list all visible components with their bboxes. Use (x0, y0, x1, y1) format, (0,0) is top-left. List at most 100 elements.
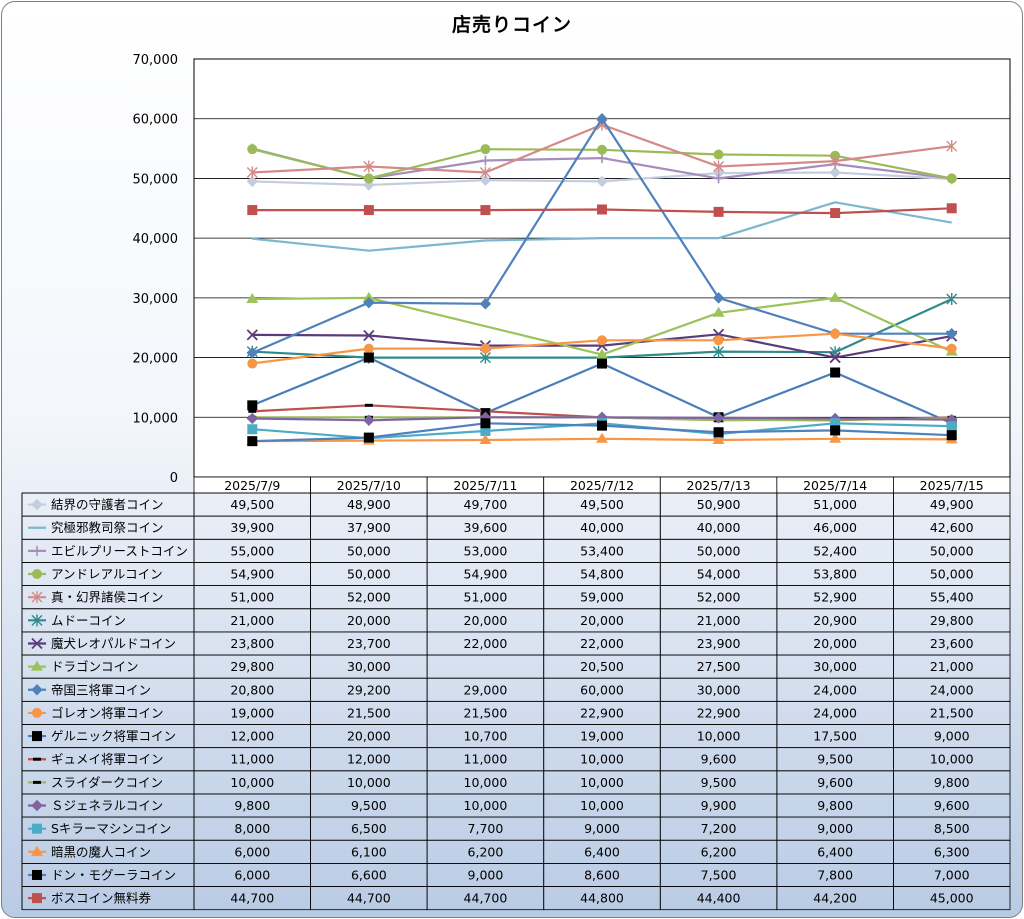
data-point (247, 205, 258, 216)
table-value: 51,000 (230, 590, 274, 605)
table-value: 8,600 (584, 867, 620, 882)
series-name: 帝国三将軍コイン (51, 682, 151, 697)
table-value: 51,000 (813, 497, 857, 512)
table-value: 39,600 (464, 520, 508, 535)
data-point (363, 205, 374, 216)
table-value: 6,200 (701, 844, 737, 859)
series-name: スライダークコイン (51, 775, 163, 790)
data-table: 2025/7/9 2025/7/10 2025/7/11 2025/7/12 2025/… (21, 476, 1011, 911)
table-value: 21,000 (930, 659, 974, 674)
series-name: ドラゴンコイン (51, 659, 139, 674)
table-value: 21,500 (930, 705, 974, 720)
data-point (830, 418, 841, 429)
data-point (363, 173, 374, 184)
table-value: 6,000 (234, 844, 270, 859)
table-value: 9,000 (584, 821, 620, 836)
data-point (480, 426, 491, 437)
data-point (481, 409, 490, 413)
data-point (597, 420, 607, 431)
data-point (479, 298, 492, 310)
table-value: 44,700 (230, 891, 274, 906)
table-value: 53,800 (813, 567, 857, 582)
table-value: 6,000 (234, 867, 270, 882)
series-name: ムドーコイン (51, 613, 126, 628)
legend-key-marker (32, 707, 42, 718)
table-value: 48,900 (347, 497, 391, 512)
series-name: ボスコイン無料券 (51, 891, 152, 906)
table-value: 9,500 (817, 752, 853, 767)
data-point (597, 144, 607, 155)
table-value: 44,700 (347, 891, 391, 906)
table-value: 29,200 (347, 682, 391, 697)
table-value: 8,000 (234, 821, 270, 836)
table-value: 9,500 (701, 775, 737, 790)
table-value: 24,000 (930, 682, 974, 697)
table-value: 50,000 (930, 543, 974, 558)
table-value: 30,000 (813, 659, 857, 674)
series-name: アンドレアルコイン (51, 567, 163, 582)
y-tick-label: 20,000 (133, 352, 179, 367)
data-point (363, 296, 375, 309)
plot-area: 0 10,000 20,000 30,000 40,000 50,000 60,000 70,… (133, 53, 1011, 486)
data-point (712, 292, 725, 304)
table-value: 30,000 (697, 682, 741, 697)
table-value: 21,000 (230, 613, 274, 628)
series-line (252, 201, 952, 252)
x-category-label: 2025/7/15 (920, 478, 984, 493)
table-value: 10,000 (580, 775, 624, 790)
data-point (830, 208, 841, 219)
legend-key-marker (31, 614, 43, 627)
x-category-label: 2025/7/14 (803, 478, 867, 493)
data-point (246, 166, 258, 179)
series-18 (247, 203, 957, 219)
data-point (946, 327, 958, 340)
series-17 (247, 418, 957, 447)
data-point (596, 348, 608, 359)
series-name: 真・幻界諸侯コイン (51, 590, 164, 605)
table-value: 9,000 (817, 821, 853, 836)
table-value: 23,800 (230, 636, 274, 651)
x-category-label: 2025/7/13 (687, 478, 751, 493)
data-point (479, 433, 492, 444)
data-point (246, 293, 259, 304)
data-point (946, 430, 957, 441)
legend-key-marker (31, 591, 43, 604)
table-value: 45,000 (930, 891, 974, 906)
table-value: 10,000 (347, 775, 391, 790)
table-value: 10,000 (580, 798, 624, 813)
table-value: 20,000 (464, 613, 508, 628)
table-value: 10,000 (230, 775, 274, 790)
series-name: ゲルニック将軍コイン (51, 729, 176, 744)
table-value: 19,000 (230, 705, 274, 720)
data-point (596, 175, 608, 188)
data-point (248, 409, 257, 413)
legend-key-marker (31, 660, 43, 671)
table-value: 23,600 (930, 636, 974, 651)
table-value: 22,000 (464, 636, 508, 651)
table-value: 39,900 (230, 520, 274, 535)
data-point (946, 343, 957, 354)
table-value: 29,000 (464, 682, 508, 697)
data-point (713, 173, 724, 184)
data-point (713, 160, 725, 173)
table-value: 55,000 (230, 543, 274, 558)
table-value: 22,900 (697, 705, 741, 720)
table-value: 52,000 (347, 590, 391, 605)
table-value: 49,900 (930, 497, 974, 512)
series-name: 暗黒の魔人コイン (51, 844, 151, 859)
data-point (479, 174, 492, 186)
table-value: 53,400 (580, 543, 624, 558)
legend-key-marker (31, 637, 43, 650)
table-value: 50,900 (697, 497, 741, 512)
table-value: 9,800 (817, 798, 853, 813)
table-value: 7,800 (817, 867, 853, 882)
table-value: 50,000 (930, 567, 974, 582)
legend-key-marker (32, 823, 42, 834)
table-cell (426, 654, 545, 679)
table-value: 6,400 (817, 844, 853, 859)
table-value: 7,700 (468, 821, 504, 836)
legend-key-marker (32, 569, 42, 580)
data-point (362, 291, 375, 302)
data-point (946, 203, 957, 214)
legend-key-marker (31, 498, 43, 511)
